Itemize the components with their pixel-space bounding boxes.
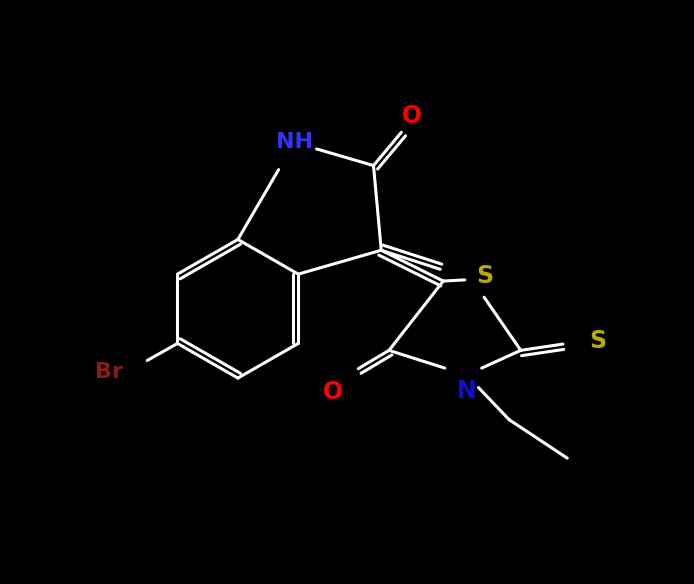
Text: NH: NH [276, 133, 313, 152]
Text: Br: Br [95, 362, 123, 382]
Text: S: S [476, 263, 493, 288]
Text: O: O [323, 380, 343, 404]
Text: S: S [589, 329, 606, 353]
Text: O: O [403, 103, 423, 127]
Text: N: N [457, 379, 476, 403]
